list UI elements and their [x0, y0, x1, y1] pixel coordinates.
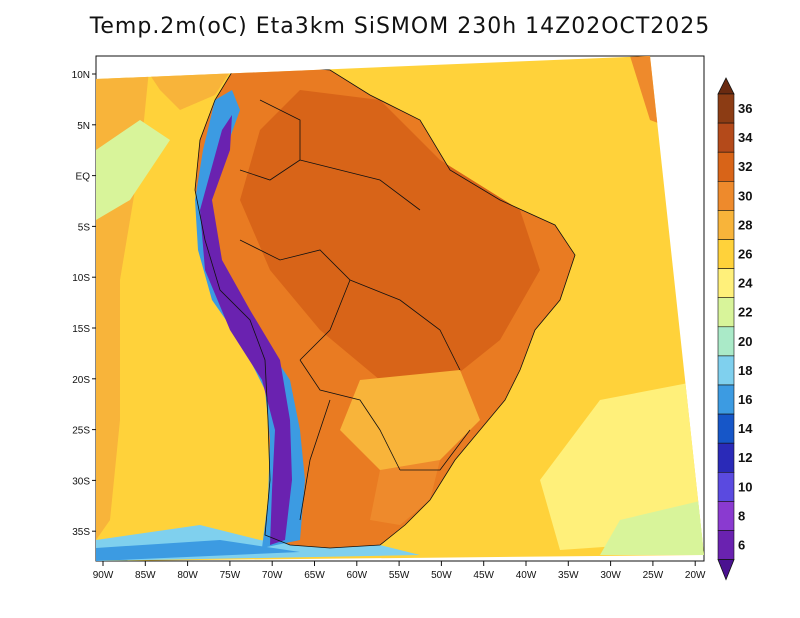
colorbar-segment — [717, 122, 735, 153]
colorbar-segment — [717, 151, 735, 182]
colorbar-label: 8 — [738, 508, 745, 523]
pacific-cool-patch — [96, 120, 170, 220]
colorbar-label: 18 — [738, 363, 752, 378]
lon-label: 40W — [516, 570, 537, 581]
colorbar-segment — [717, 471, 735, 502]
colorbar-segment — [717, 181, 735, 211]
colorbar-segment — [717, 93, 735, 124]
colorbar-label: 34 — [738, 130, 753, 145]
andes-coldest-strip — [200, 115, 292, 545]
colorbar-segment — [717, 413, 735, 444]
lon-label: 65W — [304, 570, 325, 581]
interior-hot-zone — [240, 90, 540, 380]
lat-label: 25S — [72, 426, 90, 437]
colorbar-segment — [717, 355, 735, 386]
southern-cold-band — [96, 540, 300, 561]
lon-label: 20W — [685, 570, 706, 581]
map-title: Temp.2m(oC) Eta3km SiSMOM 230h 14Z02OCT2… — [89, 14, 711, 39]
colorbar-label: 36 — [738, 101, 752, 116]
colorbar: 36 34 32 30 28 26 24 22 20 18 16 14 12 10 8 6 — [717, 77, 753, 581]
colorbar-label: 16 — [738, 392, 752, 407]
colorbar-segment — [717, 210, 735, 240]
colorbar-label: 24 — [738, 276, 753, 291]
lat-label: 5N — [77, 121, 90, 132]
lon-label: 60W — [347, 570, 368, 581]
colorbar-segment — [717, 442, 735, 473]
lat-label: EQ — [76, 172, 91, 183]
lon-label: 90W — [93, 570, 114, 581]
country-borders — [194, 64, 576, 549]
colorbar-segment — [717, 326, 735, 357]
colorbar-label: 22 — [738, 305, 752, 320]
colorbar-label: 6 — [738, 538, 745, 553]
lon-label: 85W — [135, 570, 156, 581]
colorbar-segment — [717, 239, 735, 269]
lat-label: 35S — [72, 527, 90, 538]
south-hot-zone — [370, 460, 440, 525]
colorbar-segment — [717, 530, 735, 560]
colorbar-segment — [717, 268, 735, 299]
lon-label: 50W — [431, 570, 452, 581]
colorbar-segment — [717, 384, 735, 415]
lon-label: 70W — [262, 570, 283, 581]
lat-label: 30S — [72, 476, 90, 487]
colorbar-top-arrow — [717, 77, 735, 95]
colorbar-label: 26 — [738, 247, 752, 262]
lon-label: 80W — [177, 570, 198, 581]
colorbar-label: 32 — [738, 159, 752, 174]
colorbar-segment — [717, 501, 735, 531]
lat-label: 10N — [72, 70, 90, 81]
lon-label: 75W — [220, 570, 241, 581]
colorbar-label: 10 — [738, 479, 752, 494]
lon-label: 25W — [643, 570, 664, 581]
map-field — [96, 56, 704, 561]
colorbar-bottom-arrow — [717, 559, 735, 581]
colorbar-label: 20 — [738, 334, 752, 349]
lon-label: 35W — [558, 570, 579, 581]
atlantic-mild-patch — [540, 380, 704, 550]
lon-label: 30W — [600, 570, 621, 581]
longitude-axis: 90W 85W 80W 75W 70W 65W 60W 55W 50W 45W 40W 35W 30W 2… — [93, 561, 706, 581]
lat-label: 10S — [72, 273, 90, 284]
colorbar-label: 30 — [738, 188, 752, 203]
colorbar-label: 12 — [738, 450, 752, 465]
colorbar-label: 14 — [738, 421, 753, 436]
atlantic-cool-patch — [600, 500, 704, 555]
colorbar-label: 28 — [738, 217, 752, 232]
southeast-warm-zone — [340, 370, 480, 470]
lat-label: 15S — [72, 324, 90, 335]
latitude-axis: 10N 5N EQ 5S 10S 15S 20S 25S 30S 35S — [72, 70, 96, 538]
lon-label: 45W — [473, 570, 494, 581]
lat-label: 20S — [72, 375, 90, 386]
lon-label: 55W — [389, 570, 410, 581]
colorbar-segment — [717, 297, 735, 328]
lat-label: 5S — [78, 222, 91, 233]
